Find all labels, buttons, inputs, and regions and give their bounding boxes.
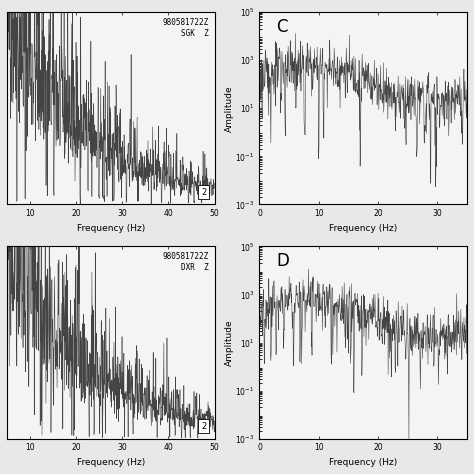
Text: C: C	[276, 18, 288, 36]
Y-axis label: Amplitude: Amplitude	[225, 85, 234, 132]
X-axis label: Frequency (Hz): Frequency (Hz)	[329, 224, 397, 233]
Text: 2: 2	[201, 188, 206, 197]
X-axis label: Frequency (Hz): Frequency (Hz)	[77, 458, 145, 467]
X-axis label: Frequency (Hz): Frequency (Hz)	[77, 224, 145, 233]
X-axis label: Frequency (Hz): Frequency (Hz)	[329, 458, 397, 467]
Text: 980581722Z
SGK  Z: 980581722Z SGK Z	[162, 18, 208, 38]
Y-axis label: Amplitude: Amplitude	[225, 319, 234, 366]
Text: 980581722Z
DXR  Z: 980581722Z DXR Z	[162, 252, 208, 272]
Text: D: D	[276, 252, 289, 270]
Text: 2: 2	[201, 422, 206, 431]
